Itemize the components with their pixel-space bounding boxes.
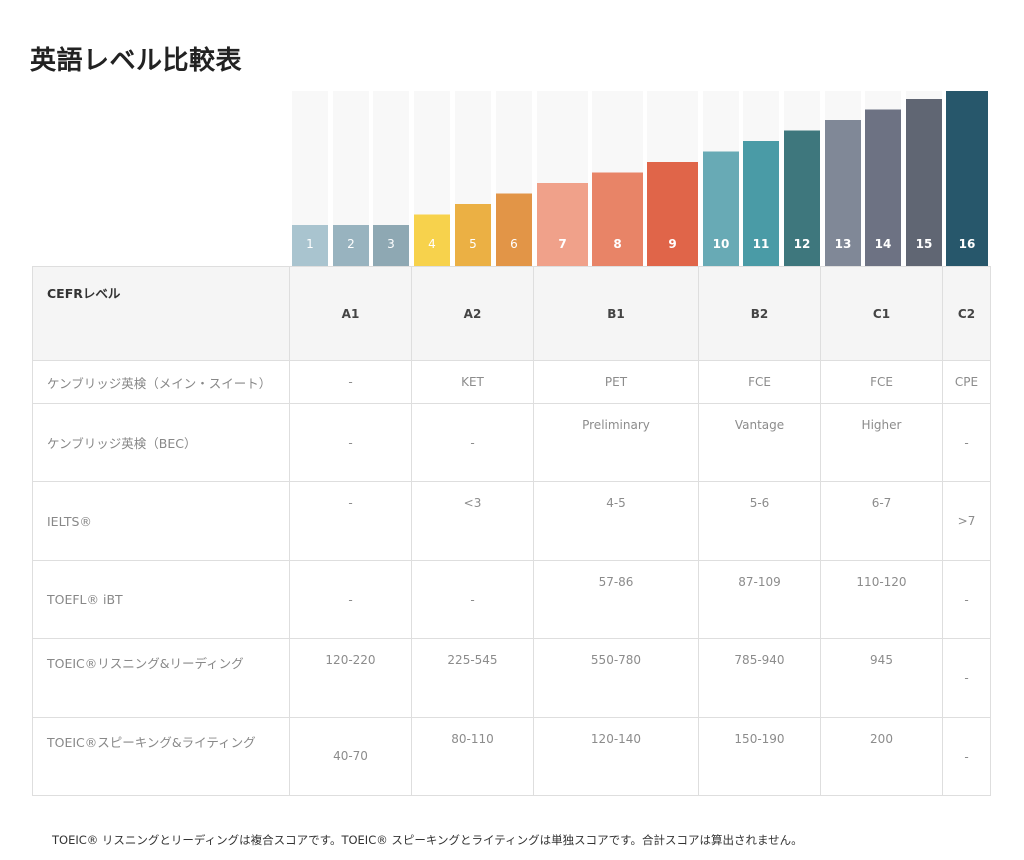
bar-label: 9 (668, 237, 676, 251)
bar-label: 15 (916, 237, 933, 251)
level-bar-8 (592, 172, 643, 266)
table-cell: FCE (820, 360, 943, 404)
page-title: 英語レベル比較表 (30, 46, 243, 76)
table-cell: 120-220 (289, 638, 412, 718)
level-bar-11 (743, 141, 779, 266)
level-c1: C1 (820, 266, 943, 361)
bar-label: 4 (428, 237, 436, 251)
level-c2: C2 (942, 266, 991, 361)
table-cell: 550-780 (533, 638, 699, 718)
table-cell: - (411, 560, 534, 639)
table-cell: 110-120 (820, 560, 943, 639)
table-cell: 4-5 (533, 481, 699, 561)
level-bar-12 (784, 130, 820, 266)
table-cell: Preliminary (533, 403, 699, 482)
row-label: ケンブリッジ英検（メイン・スイート） (32, 360, 290, 404)
level-a2: A2 (411, 266, 534, 361)
level-bar-9 (647, 162, 698, 266)
bar-label: 16 (959, 237, 976, 251)
table-cell: - (289, 403, 412, 482)
table-cell: 80-110 (411, 717, 534, 796)
level-bar-15 (906, 99, 942, 266)
bar-label: 10 (713, 237, 730, 251)
table-cell: - (942, 638, 991, 718)
table-row: ケンブリッジ英検（メイン・スイート） - KET PET FCE FCE CPE (32, 360, 991, 404)
table-row: TOEIC®スピーキング&ライティング 40-70 80-110 120-140… (32, 717, 991, 796)
row-label: IELTS® (32, 481, 290, 561)
row-label: ケンブリッジ英検（BEC） (32, 403, 290, 482)
table-cell: 40-70 (289, 717, 412, 796)
table-cell: Higher (820, 403, 943, 482)
level-bar-1 (292, 225, 328, 266)
table-cell: - (942, 403, 991, 482)
bar-label: 8 (613, 237, 621, 251)
table-cell: 945 (820, 638, 943, 718)
level-bar-chart: 1 2 3 4 5 6 7 8 9 10 11 12 13 14 15 16 (292, 91, 988, 266)
level-bar-7 (537, 183, 588, 266)
table-cell: 200 (820, 717, 943, 796)
level-b1: B1 (533, 266, 699, 361)
level-bar-14 (865, 109, 901, 266)
level-bar-4 (414, 214, 450, 266)
bar-label: 1 (306, 237, 314, 251)
table-cell: 150-190 (698, 717, 821, 796)
level-a1: A1 (289, 266, 412, 361)
table-row: IELTS® - <3 4-5 5-6 6-7 >7 (32, 481, 991, 561)
table-cell: <3 (411, 481, 534, 561)
level-bar-13 (825, 120, 861, 266)
table-cell: Vantage (698, 403, 821, 482)
table-cell: 6-7 (820, 481, 943, 561)
level-bar-6 (496, 193, 532, 266)
level-bar-10 (703, 151, 739, 266)
row-label: TOEFL® iBT (32, 560, 290, 639)
table-cell: - (942, 717, 991, 796)
table-cell: - (289, 360, 412, 404)
table-cell: PET (533, 360, 699, 404)
table-cell: 5-6 (698, 481, 821, 561)
bar-label: 14 (875, 237, 892, 251)
table-header-row: CEFRレベル A1 A2 B1 B2 C1 C2 (32, 266, 991, 361)
table-cell: 57-86 (533, 560, 699, 639)
level-bar-2 (333, 225, 369, 266)
table-row: TOEIC®リスニング&リーディング 120-220 225-545 550-7… (32, 638, 991, 718)
table-cell: 87-109 (698, 560, 821, 639)
bar-label: 2 (347, 237, 355, 251)
row-label: TOEIC®リスニング&リーディング (32, 638, 290, 718)
bar-label: 3 (387, 237, 395, 251)
comparison-table: CEFRレベル A1 A2 B1 B2 C1 C2 ケンブリッジ英検（メイン・ス… (32, 266, 991, 796)
table-cell: - (289, 560, 412, 639)
header-label: CEFRレベル (32, 266, 290, 361)
bar-label: 13 (835, 237, 852, 251)
table-cell: 785-940 (698, 638, 821, 718)
table-cell: KET (411, 360, 534, 404)
bar-label: 6 (510, 237, 518, 251)
table-cell: 225-545 (411, 638, 534, 718)
table-cell: - (942, 560, 991, 639)
bar-label: 12 (794, 237, 811, 251)
table-cell: 120-140 (533, 717, 699, 796)
bar-label: 11 (753, 237, 770, 251)
bar-label: 7 (558, 237, 566, 251)
table-row: TOEFL® iBT - - 57-86 87-109 110-120 - (32, 560, 991, 639)
level-bar-5 (455, 204, 491, 266)
table-cell: CPE (942, 360, 991, 404)
table-cell: - (289, 481, 412, 561)
table-cell: - (411, 403, 534, 482)
row-label: TOEIC®スピーキング&ライティング (32, 717, 290, 796)
table-row: ケンブリッジ英検（BEC） - - Preliminary Vantage Hi… (32, 403, 991, 482)
bar-label: 5 (469, 237, 477, 251)
level-bar-16 (946, 91, 988, 266)
level-b2: B2 (698, 266, 821, 361)
level-bar-3 (373, 225, 409, 266)
table-cell: >7 (942, 481, 991, 561)
footnote: TOEIC® リスニングとリーディングは複合スコアです。TOEIC® スピーキン… (52, 833, 803, 847)
table-cell: FCE (698, 360, 821, 404)
